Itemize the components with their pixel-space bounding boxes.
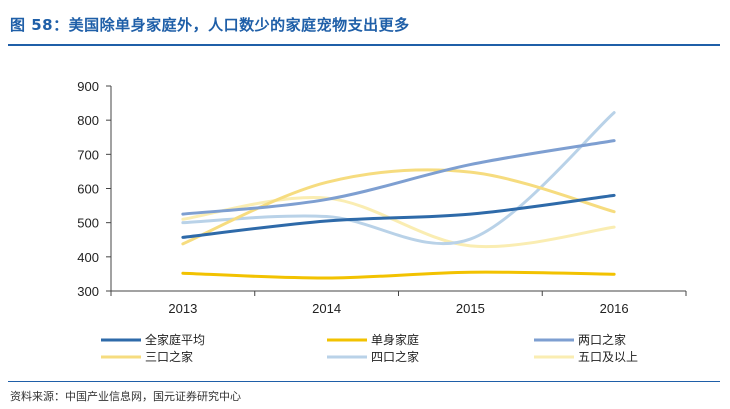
title-rule: [8, 44, 720, 46]
legend-label: 两口之家: [578, 332, 626, 347]
footer-rule: [8, 381, 720, 382]
y-tick-label: 800: [77, 113, 99, 128]
series-line: [181, 195, 616, 249]
y-tick-label: 600: [77, 182, 99, 197]
source-note: 资料来源：中国产业信息网，国元证券研究中心: [10, 390, 241, 403]
series-line: [181, 139, 616, 216]
legend-label: 三口之家: [145, 349, 193, 364]
x-tick-label: 2016: [600, 301, 629, 316]
y-tick-label: 900: [77, 79, 99, 94]
series-line: [181, 111, 616, 246]
line-chart: 300 400 500 600 700 800 900 2013 2014 2015 2016 全家…: [77, 79, 687, 364]
legend-label: 全家庭平均: [145, 332, 205, 347]
x-tick-label: 2014: [312, 301, 341, 316]
series-line: [181, 193, 616, 239]
x-tick-label: 2015: [456, 301, 485, 316]
chart-series: [181, 111, 616, 280]
figure-title: 图 58：美国除单身家庭外，人口数少的家庭宠物支出更多: [10, 16, 410, 34]
series-line: [181, 270, 616, 280]
series-line: [181, 168, 616, 246]
legend-label: 四口之家: [371, 349, 419, 364]
y-tick-label: 500: [77, 216, 99, 231]
legend-label: 单身家庭: [371, 332, 419, 347]
chart-axes: 300 400 500 600 700 800 900 2013 2014 2015 2016: [77, 79, 687, 316]
x-tick-label: 2013: [168, 301, 197, 316]
y-tick-label: 400: [77, 250, 99, 265]
legend-label: 五口及以上: [578, 350, 638, 364]
y-tick-label: 300: [77, 284, 99, 299]
y-tick-label: 700: [77, 147, 99, 162]
